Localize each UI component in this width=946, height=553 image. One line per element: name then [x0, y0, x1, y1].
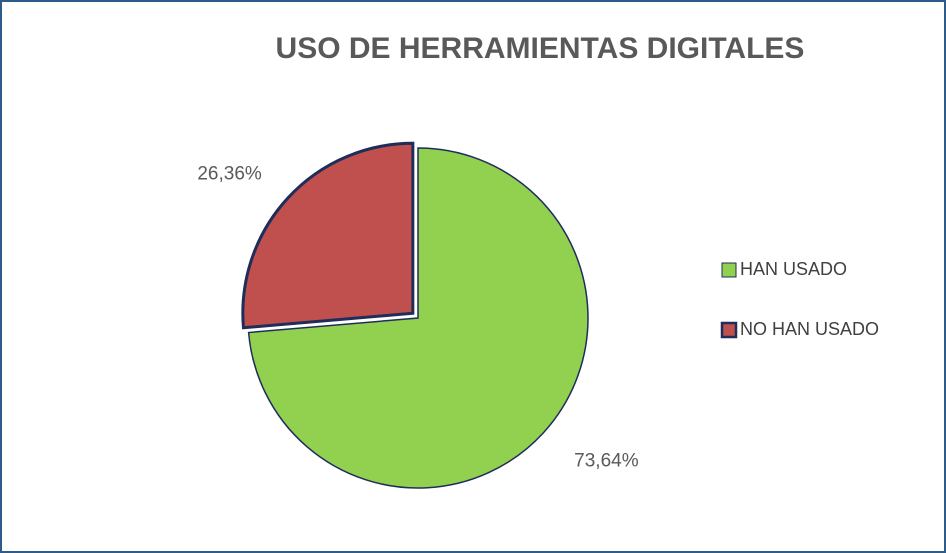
- chart-title: USO DE HERRAMIENTAS DIGITALES: [276, 32, 805, 65]
- legend-label: HAN USADO: [740, 259, 847, 279]
- legend-swatch: [720, 321, 738, 339]
- data-label: 26,36%: [197, 164, 262, 185]
- data-label: 73,64%: [574, 450, 639, 471]
- pie-slice: [247, 147, 589, 489]
- legend-label: NO HAN USADO: [740, 319, 879, 339]
- pie-slice: [241, 141, 415, 330]
- legend-swatch: [721, 262, 737, 278]
